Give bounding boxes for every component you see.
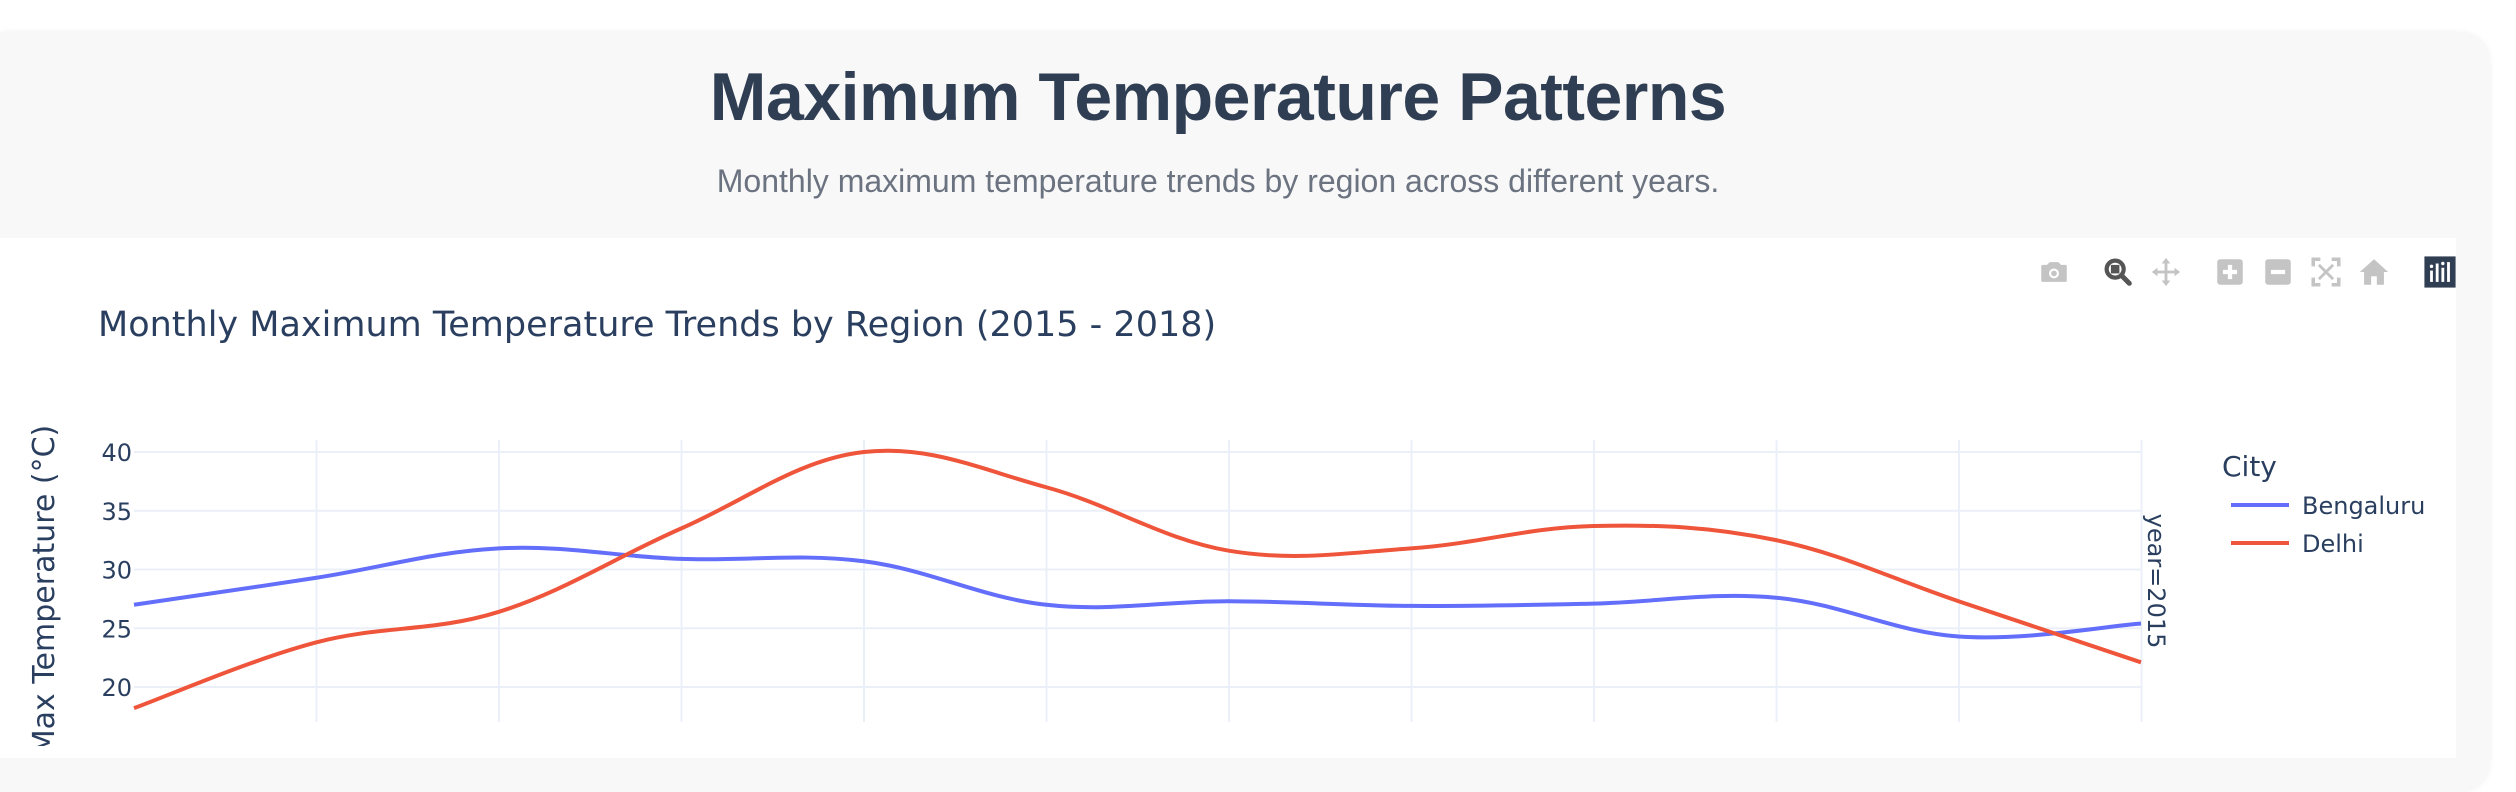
zoom-out-icon[interactable]	[2258, 252, 2298, 292]
pan-icon[interactable]	[2146, 252, 2186, 292]
page-title: Maximum Temperature Patterns	[709, 59, 1727, 135]
series-lines	[133, 448, 2142, 711]
gridlines	[134, 440, 2143, 722]
legend-item-delhi[interactable]: Delhi	[2231, 530, 2364, 558]
legend-item-bengaluru[interactable]: Bengaluru	[2231, 492, 2425, 520]
zoom-icon[interactable]	[2098, 252, 2138, 292]
page-subtitle: Monthly maximum temperature trends by re…	[716, 163, 1720, 199]
legend-label-bengaluru: Bengaluru	[2302, 492, 2425, 520]
y-tick-label: 20	[101, 674, 132, 702]
y-tick-label: 25	[101, 615, 132, 643]
line-chart: 20 25 30 35 40 Monthly Maximum Temperature T…	[27, 305, 2425, 746]
legend-label-delhi: Delhi	[2302, 530, 2364, 558]
y-tick-label: 30	[101, 557, 132, 585]
zoom-in-icon[interactable]	[2210, 252, 2250, 292]
y-tick-label: 35	[101, 498, 132, 526]
plotly-logo-icon[interactable]	[2420, 252, 2460, 292]
y-axis-ticks: 20 25 30 35 40	[101, 439, 132, 702]
facet-label: year=2015	[2142, 514, 2170, 649]
legend: City Bengaluru Delhi	[2222, 450, 2425, 558]
series-line-bengaluru[interactable]	[133, 545, 2142, 640]
series-line-delhi[interactable]	[133, 448, 2142, 711]
camera-icon[interactable]	[2034, 252, 2074, 292]
autoscale-icon[interactable]	[2306, 252, 2346, 292]
chart-title: Monthly Maximum Temperature Trends by Re…	[98, 305, 1216, 345]
y-tick-label: 40	[101, 439, 132, 467]
reset-axes-icon[interactable]	[2354, 252, 2394, 292]
legend-title: City	[2222, 450, 2277, 483]
y-axis-title: Max Temperature (°C)	[27, 425, 62, 746]
